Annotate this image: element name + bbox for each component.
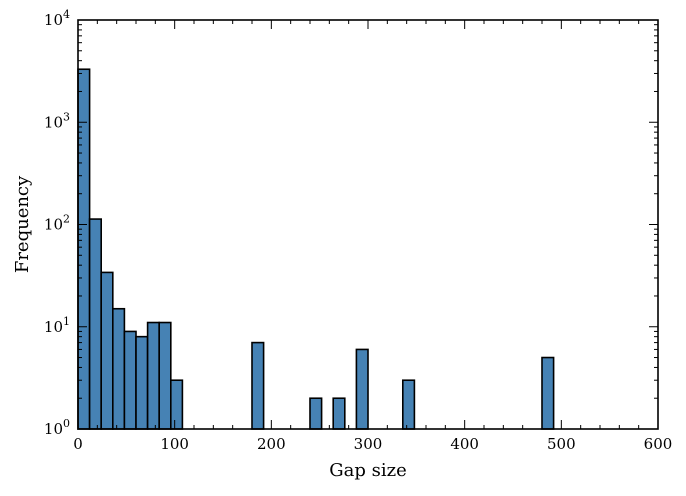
histogram-bar (100, 271, 114, 430)
y-tick-base: 10 (44, 216, 63, 234)
histogram-bar (251, 341, 265, 430)
histogram-bar (146, 321, 161, 430)
y-tick-exponent: 2 (63, 213, 70, 226)
y-tick-exponent: 4 (63, 8, 70, 21)
x-tick-label: 0 (73, 435, 83, 453)
y-axis-label: Frequency (12, 175, 33, 273)
y-tick-label: 104 (44, 8, 70, 29)
y-tick-base: 10 (44, 420, 63, 438)
histogram-bar (123, 330, 137, 430)
x-tick-label: 400 (450, 435, 479, 453)
y-tick-base: 10 (44, 113, 63, 131)
y-tick-exponent: 1 (63, 315, 70, 328)
histogram-bar (112, 307, 126, 430)
x-tick-label: 600 (644, 435, 673, 453)
histogram-bar (401, 379, 416, 430)
y-tick-exponent: 0 (63, 417, 70, 430)
y-tick-base: 10 (44, 11, 63, 29)
y-tick-base: 10 (44, 318, 63, 336)
y-tick-exponent: 3 (63, 110, 70, 123)
histogram-bar (135, 335, 149, 430)
histogram-bar (309, 397, 323, 430)
bars-group (77, 68, 555, 430)
ticks-group (77, 19, 659, 430)
histogram-bar (355, 348, 369, 430)
x-tick-label: 100 (160, 435, 189, 453)
y-tick-label: 100 (44, 417, 70, 438)
histogram-bar (170, 379, 184, 430)
y-tick-label: 103 (44, 110, 70, 131)
x-axis-label: Gap size (329, 460, 406, 481)
histogram-bar (541, 356, 555, 430)
y-tick-label: 101 (44, 315, 70, 336)
y-tick-label: 102 (44, 213, 70, 234)
x-tick-label: 300 (354, 435, 383, 453)
histogram-bar (77, 68, 91, 430)
x-tick-label: 500 (547, 435, 576, 453)
histogram-bar (158, 321, 172, 430)
histogram-bar (332, 397, 346, 430)
histogram-bar (88, 218, 102, 430)
x-tick-label: 200 (257, 435, 286, 453)
